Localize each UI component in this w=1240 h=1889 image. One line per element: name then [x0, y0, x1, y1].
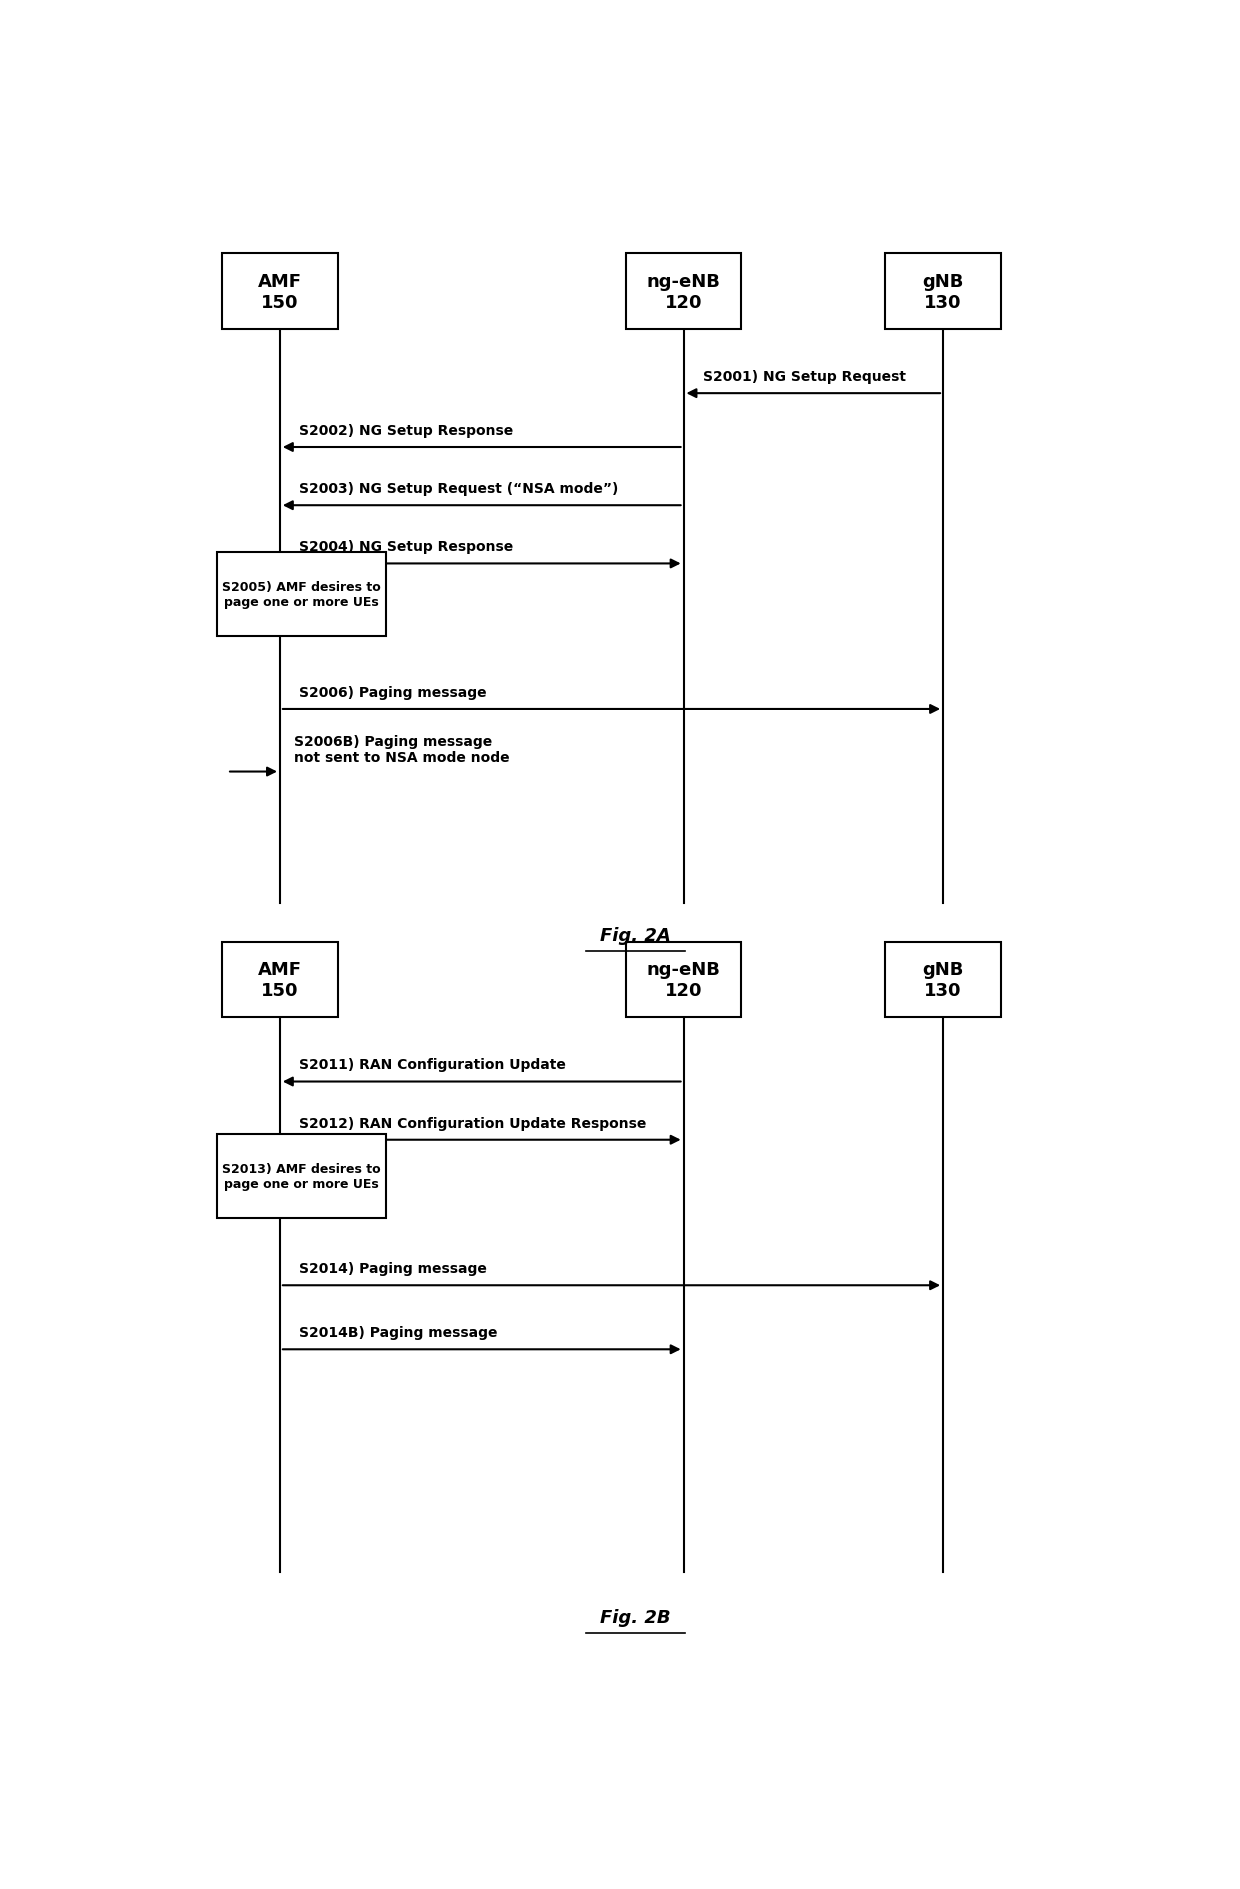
Text: Fig. 2A: Fig. 2A — [600, 926, 671, 944]
Text: gNB
130: gNB 130 — [923, 962, 963, 999]
Text: Fig. 2B: Fig. 2B — [600, 1608, 671, 1626]
FancyBboxPatch shape — [626, 943, 742, 1018]
Text: gNB
130: gNB 130 — [923, 272, 963, 312]
Text: S2001) NG Setup Request: S2001) NG Setup Request — [703, 370, 905, 383]
Text: ng-eNB
120: ng-eNB 120 — [646, 962, 720, 999]
Text: S2003) NG Setup Request (“NSA mode”): S2003) NG Setup Request (“NSA mode”) — [299, 482, 619, 495]
FancyBboxPatch shape — [222, 943, 337, 1018]
FancyBboxPatch shape — [885, 943, 1001, 1018]
Text: AMF
150: AMF 150 — [258, 962, 301, 999]
Text: S2014) Paging message: S2014) Paging message — [299, 1262, 487, 1275]
Text: S2005) AMF desires to
page one or more UEs: S2005) AMF desires to page one or more U… — [222, 580, 381, 608]
Text: S2006B) Paging message
not sent to NSA mode node: S2006B) Paging message not sent to NSA m… — [294, 735, 510, 765]
Text: S2006) Paging message: S2006) Paging message — [299, 686, 487, 699]
Text: ng-eNB
120: ng-eNB 120 — [646, 272, 720, 312]
FancyBboxPatch shape — [885, 255, 1001, 331]
Text: S2014B) Paging message: S2014B) Paging message — [299, 1326, 497, 1339]
Text: S2004) NG Setup Response: S2004) NG Setup Response — [299, 540, 513, 553]
Text: S2012) RAN Configuration Update Response: S2012) RAN Configuration Update Response — [299, 1116, 646, 1130]
FancyBboxPatch shape — [217, 1133, 386, 1218]
Text: S2011) RAN Configuration Update: S2011) RAN Configuration Update — [299, 1058, 565, 1071]
FancyBboxPatch shape — [626, 255, 742, 331]
FancyBboxPatch shape — [217, 552, 386, 637]
Text: S2013) AMF desires to
page one or more UEs: S2013) AMF desires to page one or more U… — [222, 1162, 381, 1190]
Text: S2002) NG Setup Response: S2002) NG Setup Response — [299, 423, 513, 438]
FancyBboxPatch shape — [222, 255, 337, 331]
Text: AMF
150: AMF 150 — [258, 272, 301, 312]
